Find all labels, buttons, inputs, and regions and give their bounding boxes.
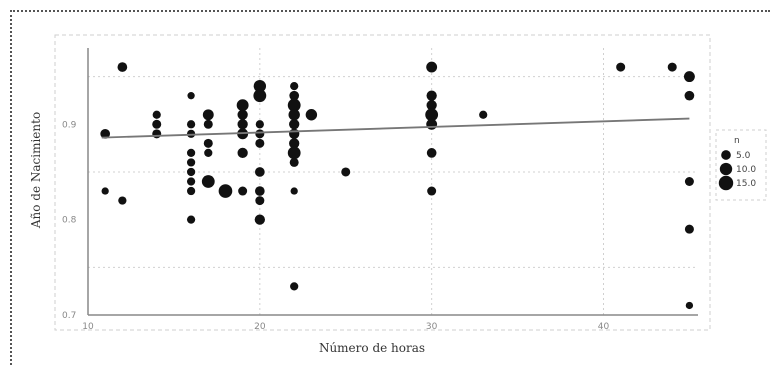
data-point — [287, 98, 301, 112]
data-point — [117, 62, 128, 72]
data-point — [290, 82, 299, 91]
data-point — [253, 79, 267, 93]
data-point — [237, 119, 248, 130]
data-point — [186, 186, 196, 196]
legend-marker — [719, 162, 733, 176]
legend: 5.0 10.0 15.0 — [718, 150, 756, 191]
data-point — [237, 147, 248, 159]
data-point — [202, 109, 214, 121]
data-point — [186, 120, 196, 129]
data-point — [667, 62, 677, 72]
data-point — [289, 90, 300, 101]
data-point — [218, 184, 233, 198]
data-point — [118, 196, 127, 205]
y-axis-title: Año de Nacimiento — [29, 112, 43, 229]
x-axis-title: Número de horas — [319, 341, 425, 355]
data-point — [426, 118, 438, 130]
data-point — [253, 89, 267, 103]
data-point — [255, 120, 264, 129]
data-point — [254, 167, 265, 177]
data-point — [186, 148, 196, 158]
data-point — [254, 186, 265, 196]
data-point — [425, 108, 439, 122]
y-tick-label: 0.7 — [62, 311, 76, 321]
data-point — [255, 138, 265, 148]
data-point — [683, 71, 695, 83]
legend-marker — [718, 175, 734, 191]
trend-line — [101, 117, 690, 139]
data-point — [289, 138, 300, 149]
data-point — [684, 177, 694, 186]
data-point — [238, 186, 248, 196]
data-point — [341, 167, 351, 177]
data-point — [684, 224, 694, 234]
data-point — [426, 148, 437, 158]
data-point — [305, 109, 318, 121]
legend-label: 10.0 — [736, 165, 756, 175]
x-tick-label: 30 — [426, 322, 438, 332]
data-point — [290, 282, 299, 291]
data-point — [201, 175, 215, 188]
data-point — [101, 187, 109, 195]
tick-labels: 10 20 30 40 0.7 0.8 0.9 — [62, 120, 609, 332]
legend-title: n — [734, 136, 740, 146]
data-point — [186, 129, 196, 138]
data-points — [100, 61, 695, 310]
data-point — [479, 110, 488, 119]
legend-label: 5.0 — [736, 151, 751, 161]
legend-box — [715, 129, 767, 201]
data-point — [290, 187, 298, 195]
data-point — [186, 158, 196, 167]
data-point — [152, 119, 162, 129]
x-tick-label: 10 — [82, 322, 94, 332]
chart-frame — [10, 10, 770, 365]
x-tick-label: 40 — [598, 322, 610, 332]
x-tick-label: 20 — [254, 322, 266, 332]
y-tick-label: 0.9 — [62, 120, 77, 130]
y-tick-label: 0.8 — [62, 216, 77, 226]
data-point — [685, 301, 694, 310]
data-point — [289, 128, 300, 139]
data-point — [187, 92, 195, 100]
data-point — [203, 138, 213, 148]
data-point — [255, 129, 265, 139]
data-point — [254, 214, 265, 225]
legend-label: 15.0 — [736, 179, 756, 189]
data-point — [289, 119, 300, 130]
data-point — [186, 167, 196, 177]
panel-border — [54, 34, 711, 331]
data-point — [152, 110, 161, 119]
data-point — [100, 128, 111, 139]
data-point — [287, 146, 301, 160]
data-point — [426, 61, 438, 73]
data-point — [289, 157, 299, 167]
data-point — [152, 129, 162, 139]
grid — [87, 48, 698, 315]
legend-marker — [721, 150, 731, 160]
data-point — [236, 99, 249, 112]
data-point — [237, 109, 248, 120]
data-point — [288, 109, 300, 121]
data-point — [186, 215, 196, 224]
data-point — [255, 196, 265, 206]
data-point — [616, 62, 626, 72]
data-point — [204, 148, 213, 158]
data-point — [684, 90, 695, 101]
data-point — [426, 100, 437, 111]
data-point — [186, 177, 196, 186]
data-point — [203, 119, 213, 129]
data-point — [426, 90, 437, 101]
data-point — [427, 186, 437, 196]
